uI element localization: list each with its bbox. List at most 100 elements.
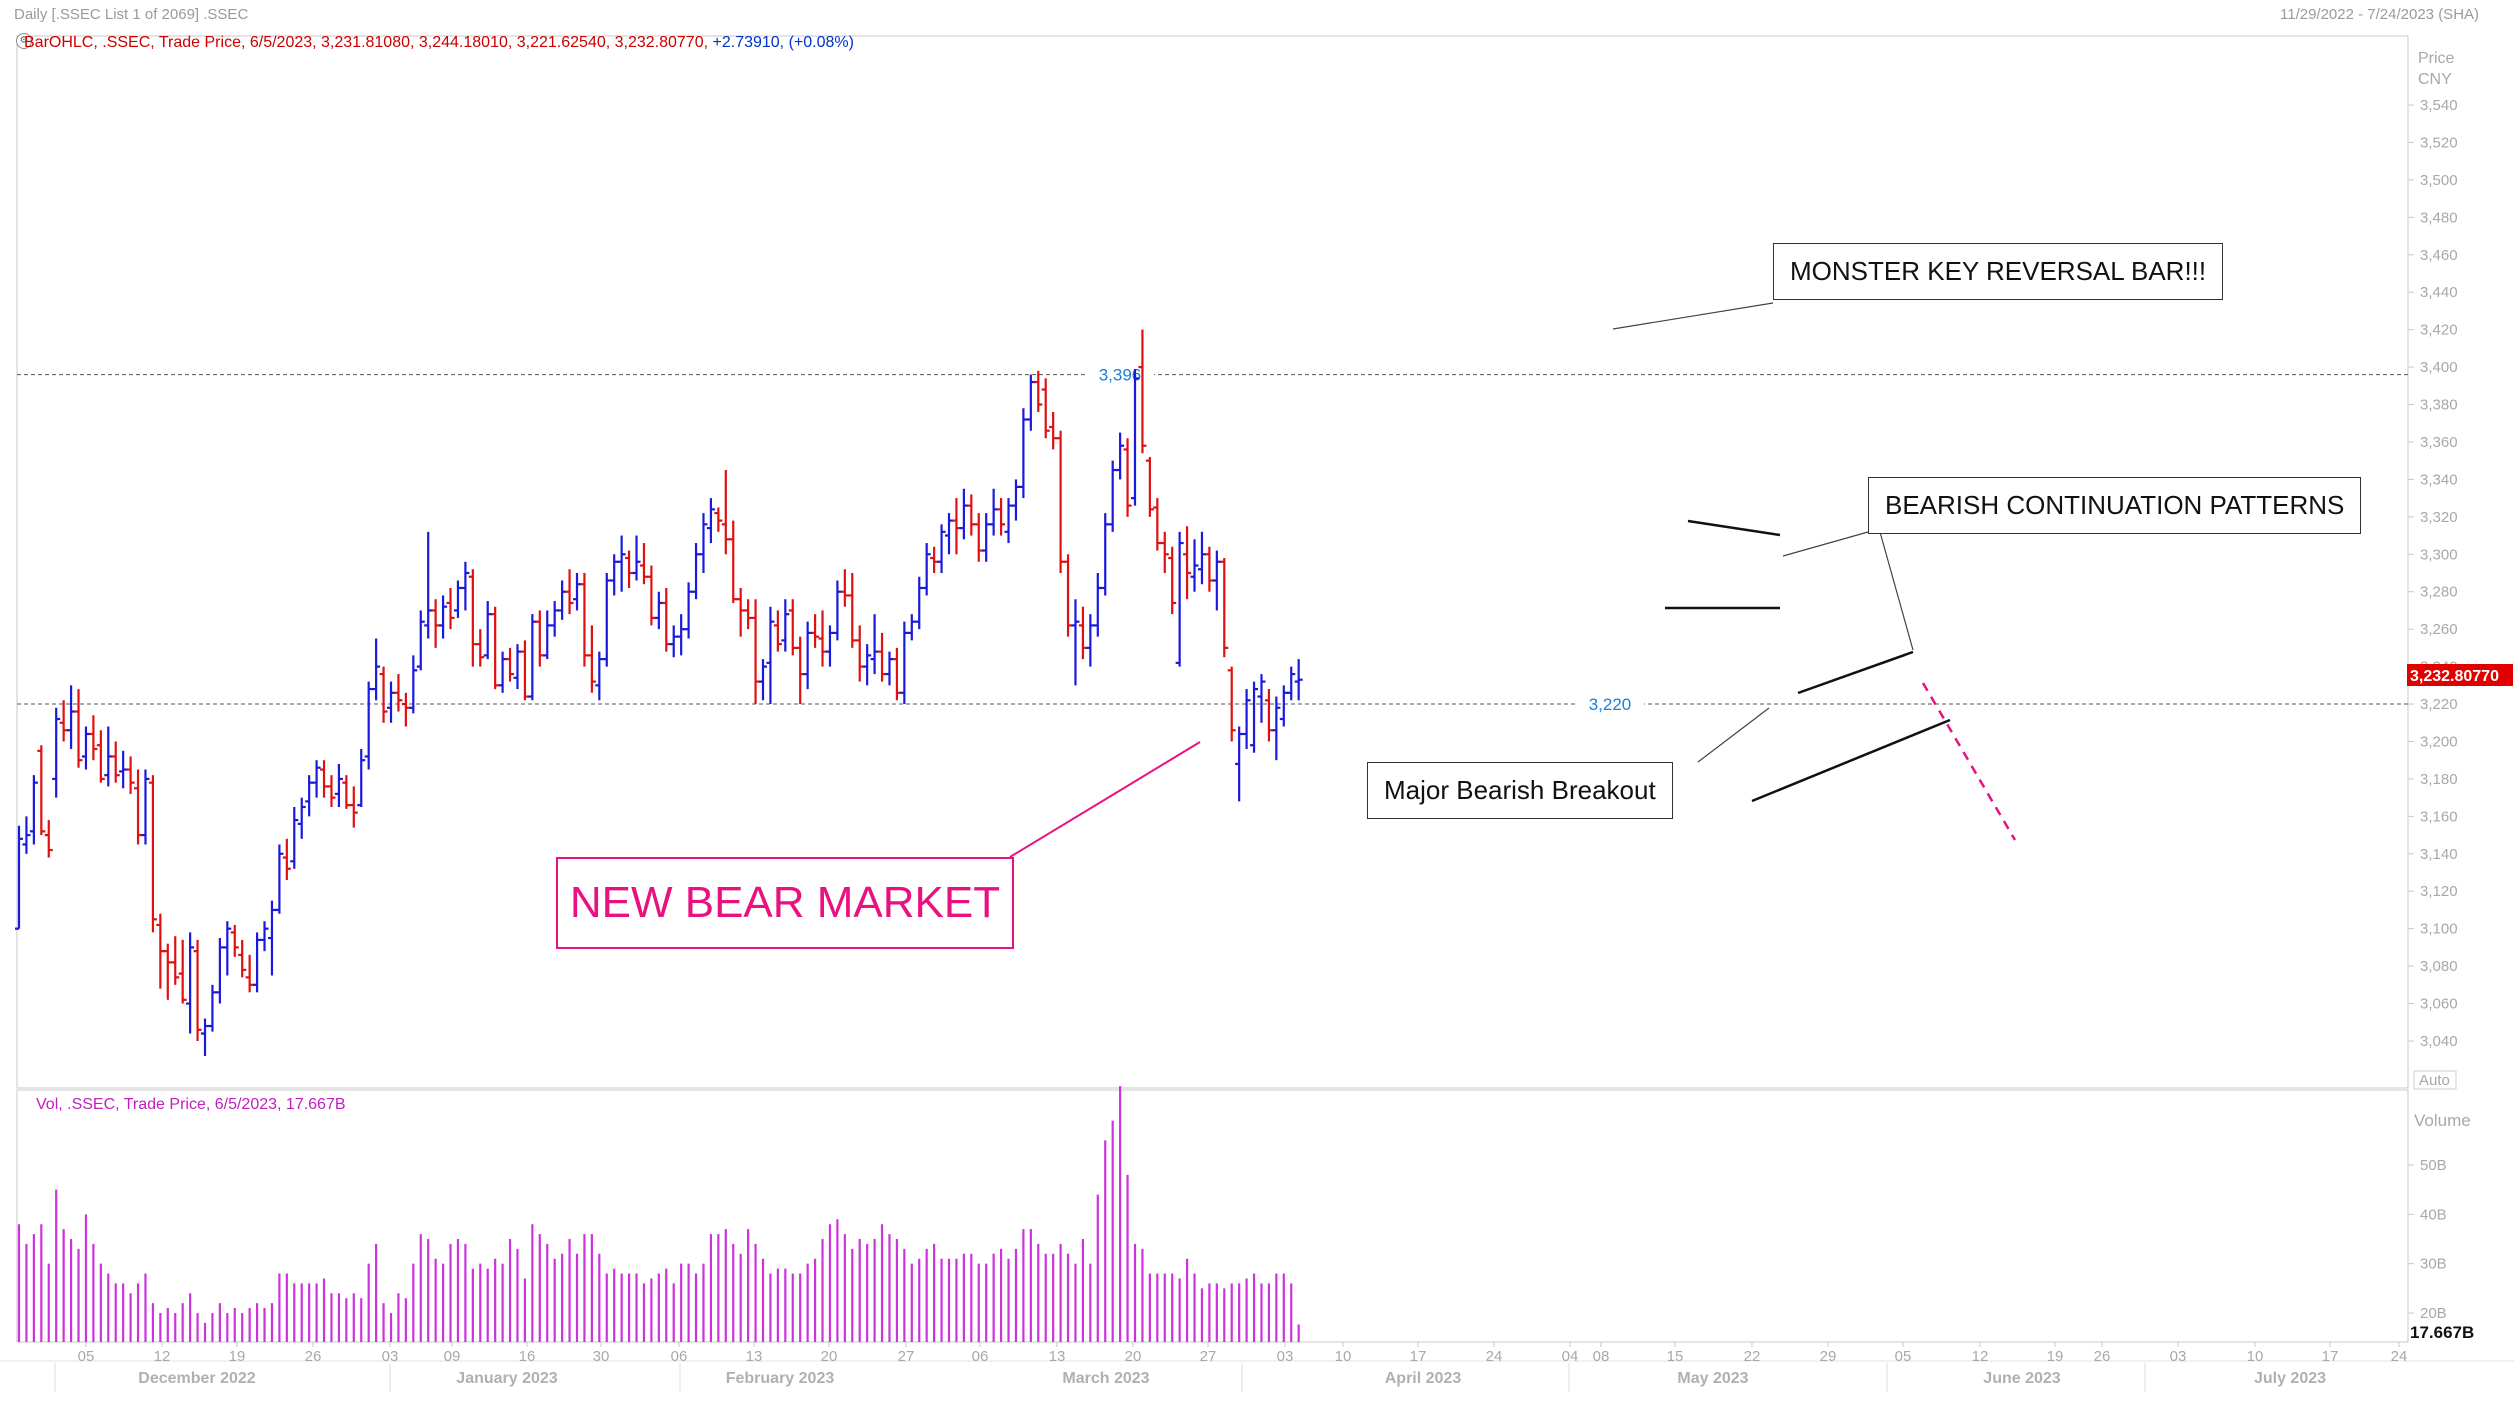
price-panel-border <box>16 35 2409 1089</box>
date-tick-label: 03 <box>2170 1348 2187 1365</box>
ohlc-bar <box>193 939 202 1041</box>
ohlc-bar <box>937 524 946 573</box>
ohlc-bar <box>565 569 574 615</box>
date-tick-label: 26 <box>305 1348 322 1365</box>
price-axis: 3,040 3,060 3,080 3,100 3,120 3,140 3,160 3,180… <box>2407 50 2513 1090</box>
ohlc-bar <box>491 606 500 690</box>
price-tick-label: 3,080 <box>2420 958 2458 975</box>
chart-frame <box>0 35 2514 1362</box>
date-tick-label: 03 <box>1277 1348 1294 1365</box>
ohlc-bar <box>580 573 589 667</box>
price-tick-label: 3,140 <box>2420 846 2458 863</box>
ohlc-bar <box>922 543 931 596</box>
date-tick-label: 03 <box>382 1348 399 1365</box>
ohlc-bar <box>550 601 559 637</box>
volume-panel-border <box>16 1089 2409 1343</box>
ohlc-bar <box>900 621 909 705</box>
price-tick-label: 3,280 <box>2420 584 2458 601</box>
ohlc-bar <box>208 984 217 1032</box>
ohlc-bar <box>1086 614 1095 667</box>
annotation-new-bear-market[interactable]: NEW BEAR MARKET <box>556 857 1014 949</box>
ohlc-bar <box>945 513 953 555</box>
ohlc-bar <box>736 587 745 637</box>
ohlc-bar <box>1026 374 1035 431</box>
auto-scale-label: Auto <box>2419 1072 2450 1089</box>
ohlc-bar <box>602 573 611 667</box>
ohlc-bar <box>952 498 961 555</box>
annotation-major-bearish-breakout[interactable]: Major Bearish Breakout <box>1367 762 1673 819</box>
ohlc-bar <box>535 610 544 667</box>
ohlc-bar <box>766 606 775 705</box>
gear-icon[interactable]: ⚙ <box>16 33 32 49</box>
ohlc-bar <box>1049 412 1058 450</box>
ohlc-bar <box>253 932 262 993</box>
ohlc-bar <box>327 775 336 807</box>
ohlc-bar <box>238 939 247 978</box>
ohlc-bar <box>275 844 284 914</box>
price-tick-label: 3,340 <box>2420 471 2458 488</box>
ohlc-bar <box>967 494 976 536</box>
date-tick-label: 13 <box>1049 1348 1066 1365</box>
ohlc-bar <box>892 647 901 701</box>
ohlc-bar <box>104 726 113 787</box>
ohlc-bar <box>1242 689 1251 749</box>
ohlc-bar <box>148 775 157 933</box>
ohlc-bar <box>1183 526 1192 600</box>
ohlc-bar <box>96 730 105 783</box>
ohlc-bar <box>1160 531 1169 573</box>
ohlc-bar <box>1205 546 1214 592</box>
ohlc-bar <box>625 550 634 588</box>
date-tick-label: 15 <box>1667 1348 1684 1365</box>
ohlc-bar <box>52 707 61 798</box>
date-tick-label: 17 <box>1410 1348 1427 1365</box>
annotation-bearish-continuation[interactable]: BEARISH CONTINUATION PATTERNS <box>1868 477 2362 534</box>
ohlc-bar <box>751 599 760 705</box>
ohlc-bar <box>379 666 388 723</box>
date-tick-label: 20 <box>1125 1348 1142 1365</box>
callout-connector-wedge <box>1879 531 1914 651</box>
ohlc-bar <box>1145 456 1154 517</box>
month-label: May 2023 <box>1677 1370 1748 1387</box>
ohlc-bar <box>1235 726 1244 802</box>
ohlc-bar <box>1034 370 1043 413</box>
date-tick-label: 26 <box>2094 1348 2111 1365</box>
ohlc-bar <box>654 591 663 630</box>
ohlc-bar <box>528 614 537 701</box>
price-tick-label: 3,480 <box>2420 209 2458 226</box>
price-axis-unit: CNY <box>2418 71 2452 88</box>
level-label-bg <box>1086 364 1154 385</box>
volume-tick-label: 50B <box>2420 1157 2447 1174</box>
ohlc-bar <box>1272 696 1281 761</box>
ohlc-bar <box>67 685 76 749</box>
ohlc-bar <box>245 954 254 993</box>
date-tick-label: 22 <box>1744 1348 1761 1365</box>
price-tick-label: 3,060 <box>2420 996 2458 1013</box>
ohlc-bar <box>1138 329 1147 454</box>
volume-info-line: Vol, .SSEC, Trade Price, 6/5/2023, 17.66… <box>36 1096 346 1113</box>
ohlc-bar <box>201 1018 209 1056</box>
ohlc-bar <box>1175 531 1184 667</box>
price-tick-label: 3,200 <box>2420 733 2458 750</box>
ohlc-bar <box>825 625 834 667</box>
ohlc-bar <box>1071 599 1080 686</box>
last-volume-label: 17.667B <box>2410 1323 2474 1342</box>
ohlc-bar <box>89 715 98 761</box>
ohlc-bar <box>595 651 604 701</box>
price-tick-label: 3,380 <box>2420 397 2458 414</box>
ohlc-bar <box>1004 498 1013 544</box>
ohlc-bar <box>803 621 812 690</box>
price-axis-title: Price <box>2418 50 2455 67</box>
ohlc-bar <box>334 763 343 807</box>
ohlc-bar <box>364 681 373 770</box>
ohlc-bar <box>163 943 172 1000</box>
date-tick-label: 12 <box>1972 1348 1989 1365</box>
annotation-monster-key-reversal[interactable]: MONSTER KEY REVERSAL BAR!!! <box>1773 243 2224 300</box>
ohlc-bar <box>461 561 470 611</box>
ohlc-bar <box>759 659 767 701</box>
ohlc-bar <box>647 565 656 626</box>
projected-move-line <box>1921 682 2017 841</box>
ohlc-bar <box>855 625 864 682</box>
ohlc-bar <box>1078 606 1087 660</box>
date-tick-label: 17 <box>2322 1348 2339 1365</box>
date-range: 11/29/2022 - 7/24/2023 (SHA) <box>2280 6 2480 23</box>
